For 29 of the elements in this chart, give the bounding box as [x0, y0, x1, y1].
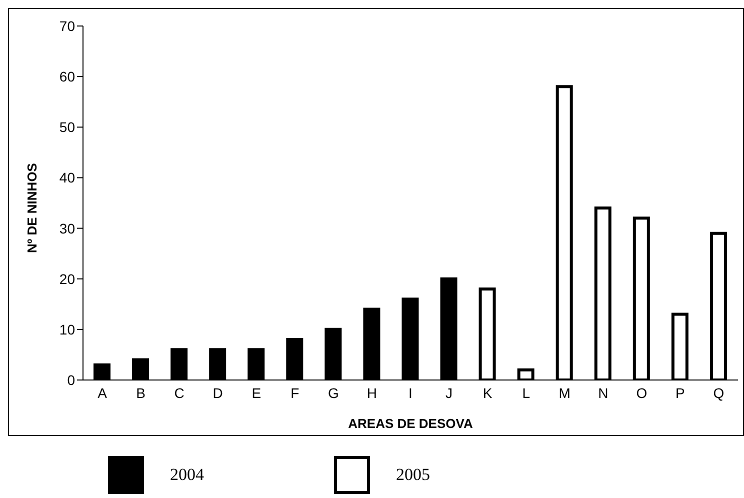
x-tick-label: H [366, 384, 378, 401]
x-tick-label: D [212, 384, 223, 401]
y-tick-label: 60 [59, 68, 76, 85]
x-tick-label: G [328, 384, 339, 401]
x-tick-label: N [598, 384, 608, 401]
x-tick-label: M [558, 384, 570, 401]
y-tick-label: 20 [59, 270, 76, 287]
x-tick-label: Q [713, 384, 724, 401]
x-tick-label: A [98, 384, 108, 401]
y-tick-label: 30 [59, 220, 76, 236]
x-tick-label: O [636, 384, 648, 401]
x-tick-label: I [408, 384, 412, 401]
y-tick-label: 50 [59, 119, 76, 136]
x-tick-label: P [676, 384, 685, 401]
y-axis-title: Nº DE NINHOS [24, 162, 40, 253]
x-tick-label: C [174, 384, 184, 401]
y-tick-label: 0 [67, 372, 76, 388]
legend-label: 2005 [396, 465, 430, 485]
y-tick-label: 10 [59, 321, 76, 338]
x-tick-label: K [482, 384, 493, 401]
x-tick-label: L [522, 384, 530, 401]
y-tick-label: 40 [59, 170, 76, 186]
x-tick-label: J [446, 384, 453, 401]
y-tick-label: 70 [59, 18, 76, 34]
x-tick-label: B [136, 384, 146, 401]
x-axis-title: AREAS DE DESOVA [348, 416, 474, 431]
legend-label: 2004 [170, 465, 204, 485]
x-tick-label: E [252, 384, 262, 401]
x-tick-label: F [290, 384, 300, 401]
